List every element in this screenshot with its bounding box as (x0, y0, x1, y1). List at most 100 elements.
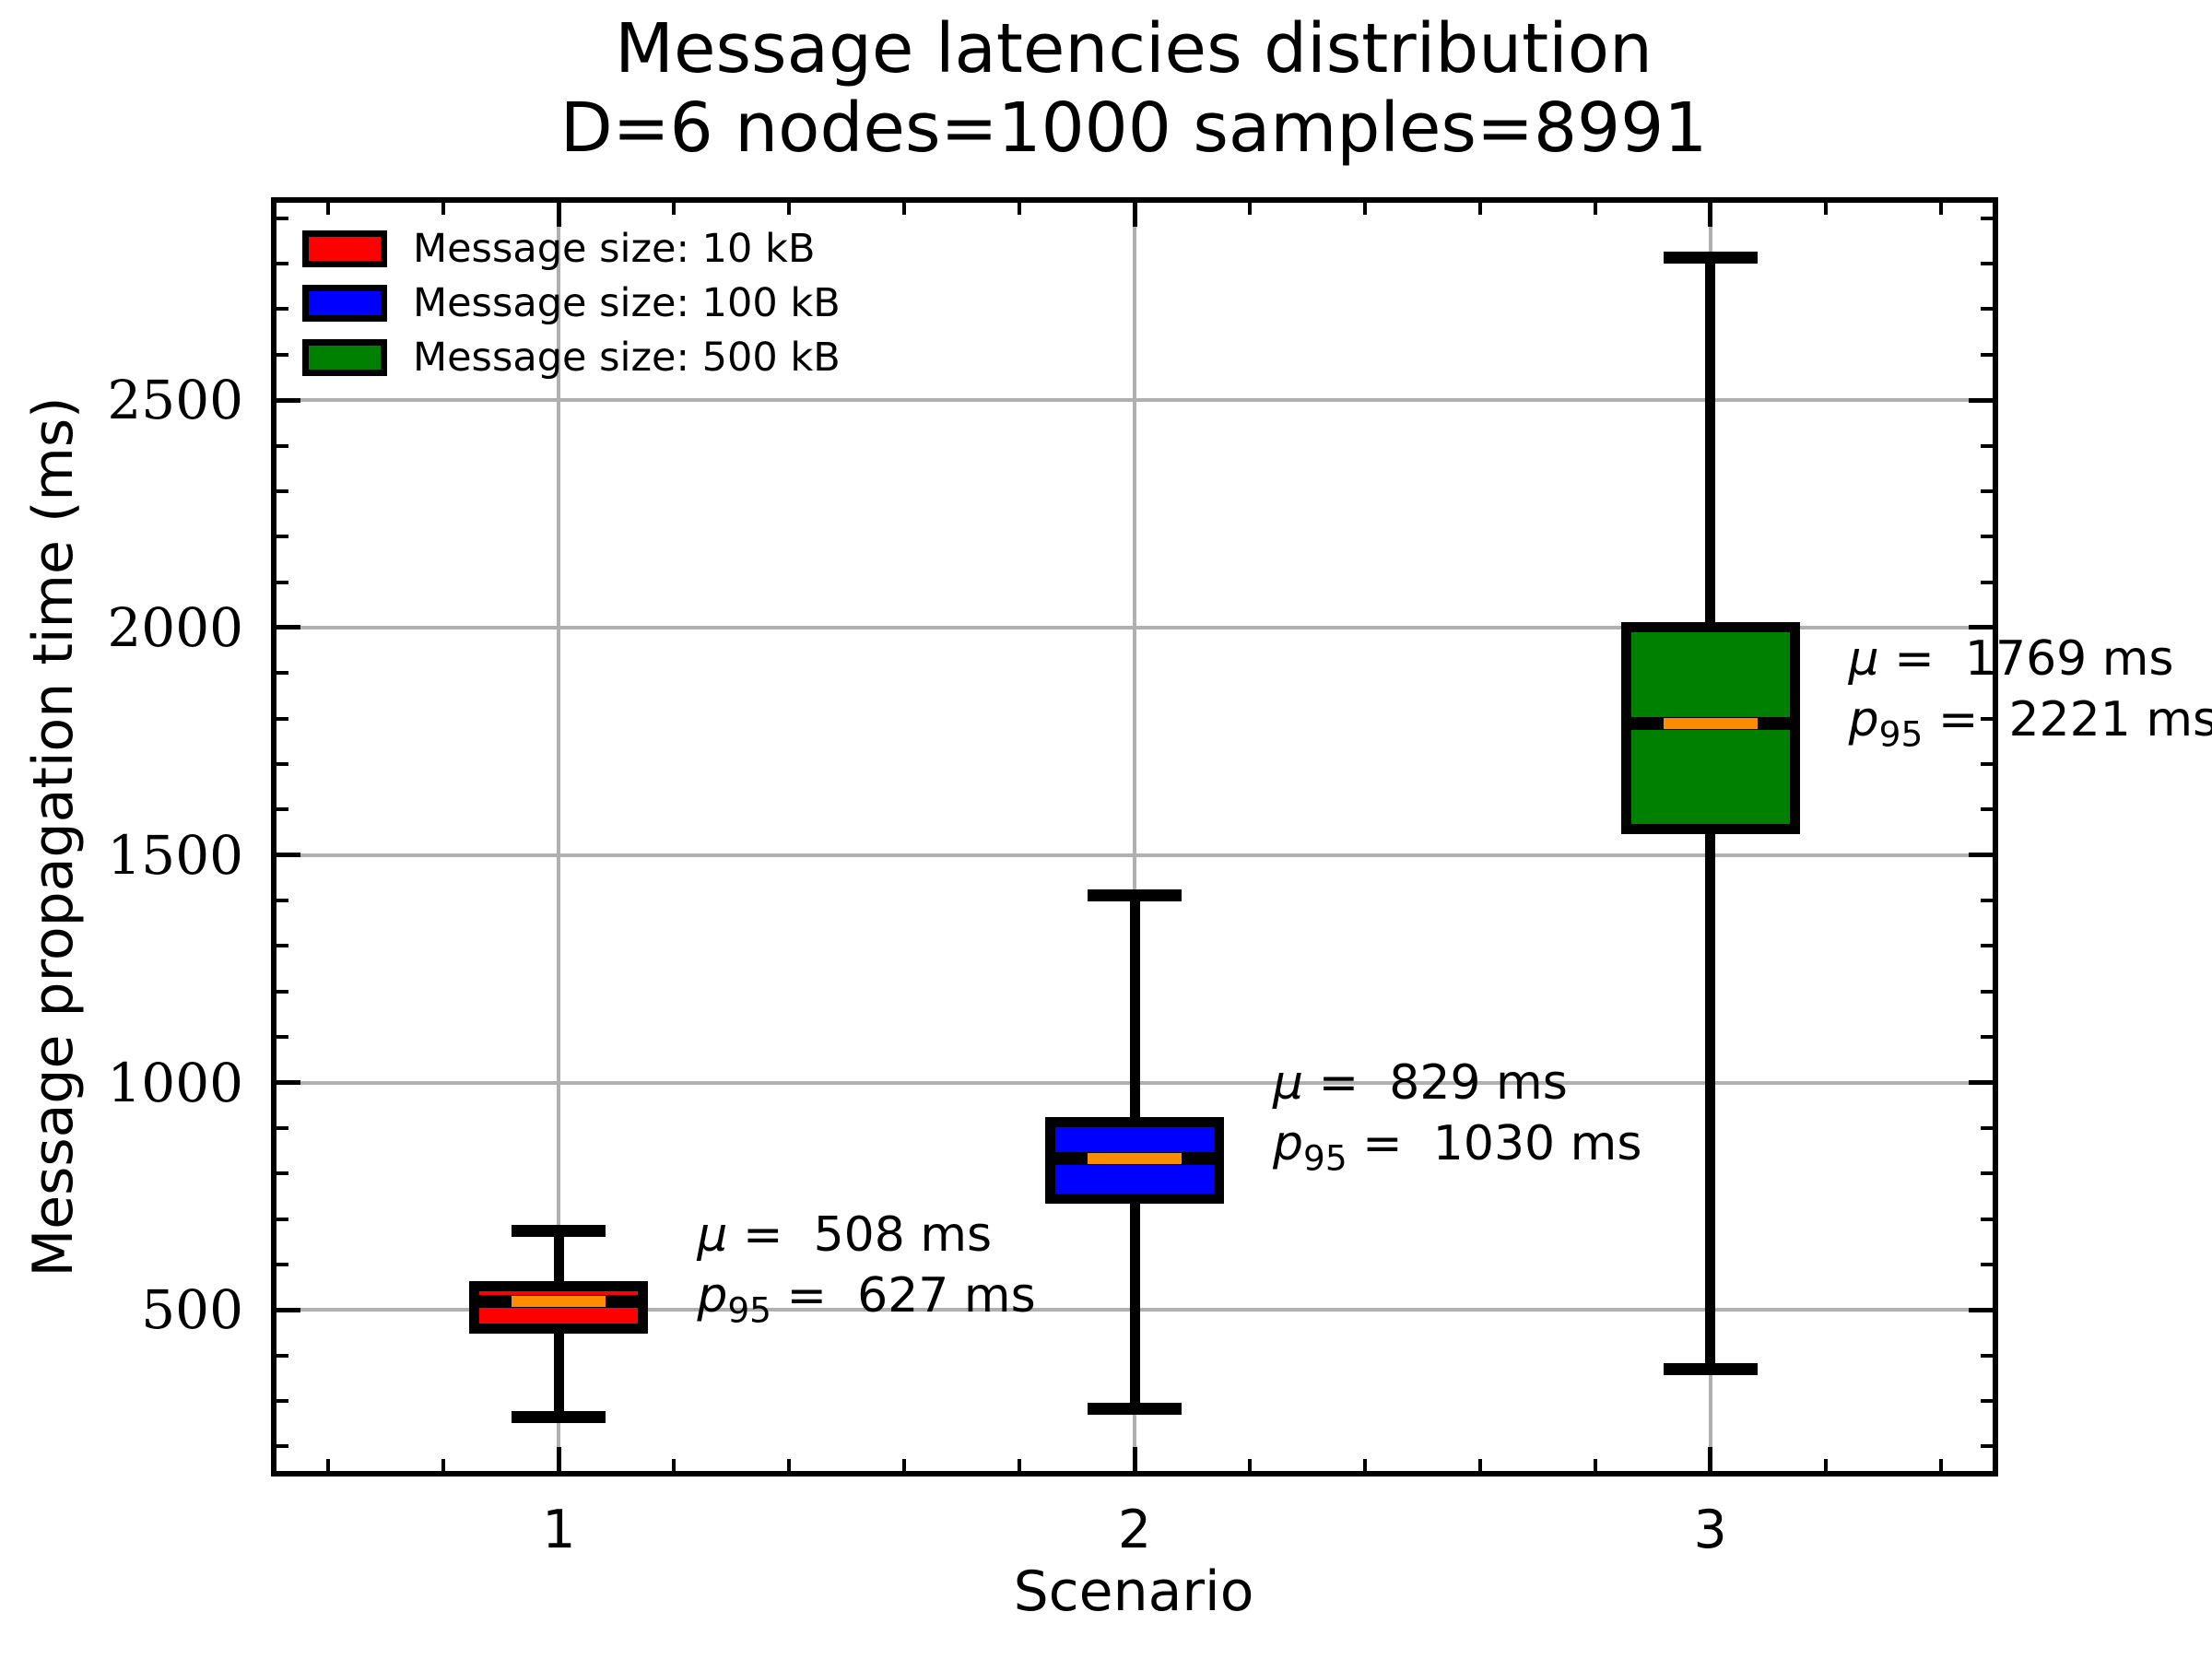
whisker-cap-top (512, 1224, 606, 1237)
y-minor-tick (276, 1125, 288, 1130)
x-gridline (557, 203, 561, 1471)
y-minor-tick (1981, 671, 1993, 676)
x-minor-tick (787, 203, 792, 215)
whisker-cap-bottom (512, 1411, 606, 1424)
x-minor-tick (441, 1459, 446, 1471)
y-minor-tick (276, 1217, 288, 1221)
y-major-tick (276, 1307, 300, 1312)
legend: Message size: 10 kB Message size: 100 kB M… (302, 221, 841, 384)
y-minor-tick (1981, 716, 1993, 721)
legend-item-label: Message size: 10 kB (413, 225, 816, 272)
x-gridline (1133, 203, 1136, 1471)
x-major-tick (556, 203, 561, 227)
y-minor-tick (1981, 1035, 1993, 1040)
y-tick-label: 500 (141, 1278, 243, 1342)
y-major-tick (1969, 397, 1993, 403)
y-major-tick (1969, 625, 1993, 630)
x-minor-tick (441, 203, 446, 215)
x-tick-label: 1 (542, 1500, 576, 1560)
whisker-cap-bottom (1088, 1402, 1182, 1415)
median-line (1088, 1153, 1182, 1165)
x-minor-tick (672, 1459, 677, 1471)
y-minor-tick (1981, 899, 1993, 903)
x-minor-tick (1477, 203, 1482, 215)
legend-swatch (302, 338, 387, 376)
x-major-tick (556, 1447, 561, 1471)
y-minor-tick (276, 307, 288, 312)
x-axis-label: Scenario (1013, 1559, 1254, 1624)
legend-item: Message size: 10 kB (302, 221, 841, 276)
x-tick-label: 3 (1693, 1500, 1727, 1560)
annotation-p95: p95 = 2221 ms (1848, 692, 2212, 755)
y-minor-tick (276, 216, 288, 220)
x-tick-label: 2 (1117, 1500, 1152, 1560)
y-minor-tick (1981, 1444, 1993, 1449)
median-line (512, 1296, 606, 1308)
y-minor-tick (276, 944, 288, 948)
y-minor-tick (1981, 1262, 1993, 1266)
x-minor-tick (1823, 1459, 1828, 1471)
x-major-tick (1132, 1447, 1137, 1471)
annotation-p95: p95 = 627 ms (697, 1267, 1036, 1331)
legend-item-label: Message size: 500 kB (413, 334, 841, 381)
x-minor-tick (1593, 203, 1597, 215)
y-minor-tick (276, 762, 288, 767)
y-minor-tick (276, 671, 288, 676)
y-minor-tick (1981, 762, 1993, 767)
y-minor-tick (1981, 944, 1993, 948)
legend-item-label: Message size: 100 kB (413, 279, 841, 326)
y-minor-tick (276, 716, 288, 721)
y-minor-tick (1981, 443, 1993, 448)
y-major-tick (276, 1080, 300, 1086)
annotation-scenario-3: μ = 1769 ms p95 = 2221 ms (1849, 629, 2212, 764)
x-minor-tick (1477, 1459, 1482, 1471)
y-minor-tick (276, 262, 288, 266)
y-minor-tick (1981, 807, 1993, 812)
x-minor-tick (902, 203, 907, 215)
x-minor-tick (1247, 203, 1252, 215)
x-minor-tick (1593, 1459, 1597, 1471)
y-major-tick (276, 853, 300, 858)
y-minor-tick (1981, 262, 1993, 266)
y-tick-label: 2000 (107, 595, 243, 659)
y-minor-tick (276, 488, 288, 493)
x-minor-tick (1938, 1459, 1943, 1471)
x-major-tick (1132, 203, 1137, 227)
y-minor-tick (276, 1171, 288, 1176)
legend-swatch (302, 229, 387, 267)
plot-spines (271, 197, 1998, 1477)
chart-title: Message latencies distribution (615, 9, 1653, 88)
y-minor-tick (1981, 1399, 1993, 1404)
y-minor-tick (276, 580, 288, 584)
y-minor-tick (276, 352, 288, 357)
whisker-cap-top (1088, 888, 1182, 901)
y-major-tick (1969, 1307, 1993, 1312)
chart-title-block: Message latencies distribution D=6 nodes… (560, 9, 1708, 168)
annotation-mean: μ = 1769 ms (1848, 631, 2174, 688)
x-minor-tick (1018, 203, 1022, 215)
median-line (1663, 717, 1758, 729)
y-major-tick (1969, 1080, 1993, 1086)
x-minor-tick (1823, 203, 1828, 215)
y-tick-label: 1000 (107, 1051, 243, 1114)
y-major-tick (1969, 853, 1993, 858)
chart-subtitle: D=6 nodes=1000 samples=8991 (559, 88, 1708, 168)
y-minor-tick (276, 989, 288, 994)
annotation-scenario-1: μ = 508 ms p95 = 627 ms (697, 1205, 1035, 1340)
y-minor-tick (276, 1353, 288, 1358)
legend-swatch (302, 284, 387, 322)
y-minor-tick (276, 1399, 288, 1404)
x-minor-tick (1018, 1459, 1022, 1471)
x-major-tick (1708, 1447, 1713, 1471)
y-minor-tick (276, 535, 288, 539)
y-minor-tick (1981, 307, 1993, 312)
y-tick-label: 2500 (107, 369, 243, 432)
y-minor-tick (1981, 1217, 1993, 1221)
whisker-cap-bottom (1663, 1363, 1758, 1375)
y-minor-tick (1981, 488, 1993, 493)
x-minor-tick (672, 203, 677, 215)
y-minor-tick (1981, 1353, 1993, 1358)
x-major-tick (1708, 203, 1713, 227)
y-minor-tick (276, 807, 288, 812)
